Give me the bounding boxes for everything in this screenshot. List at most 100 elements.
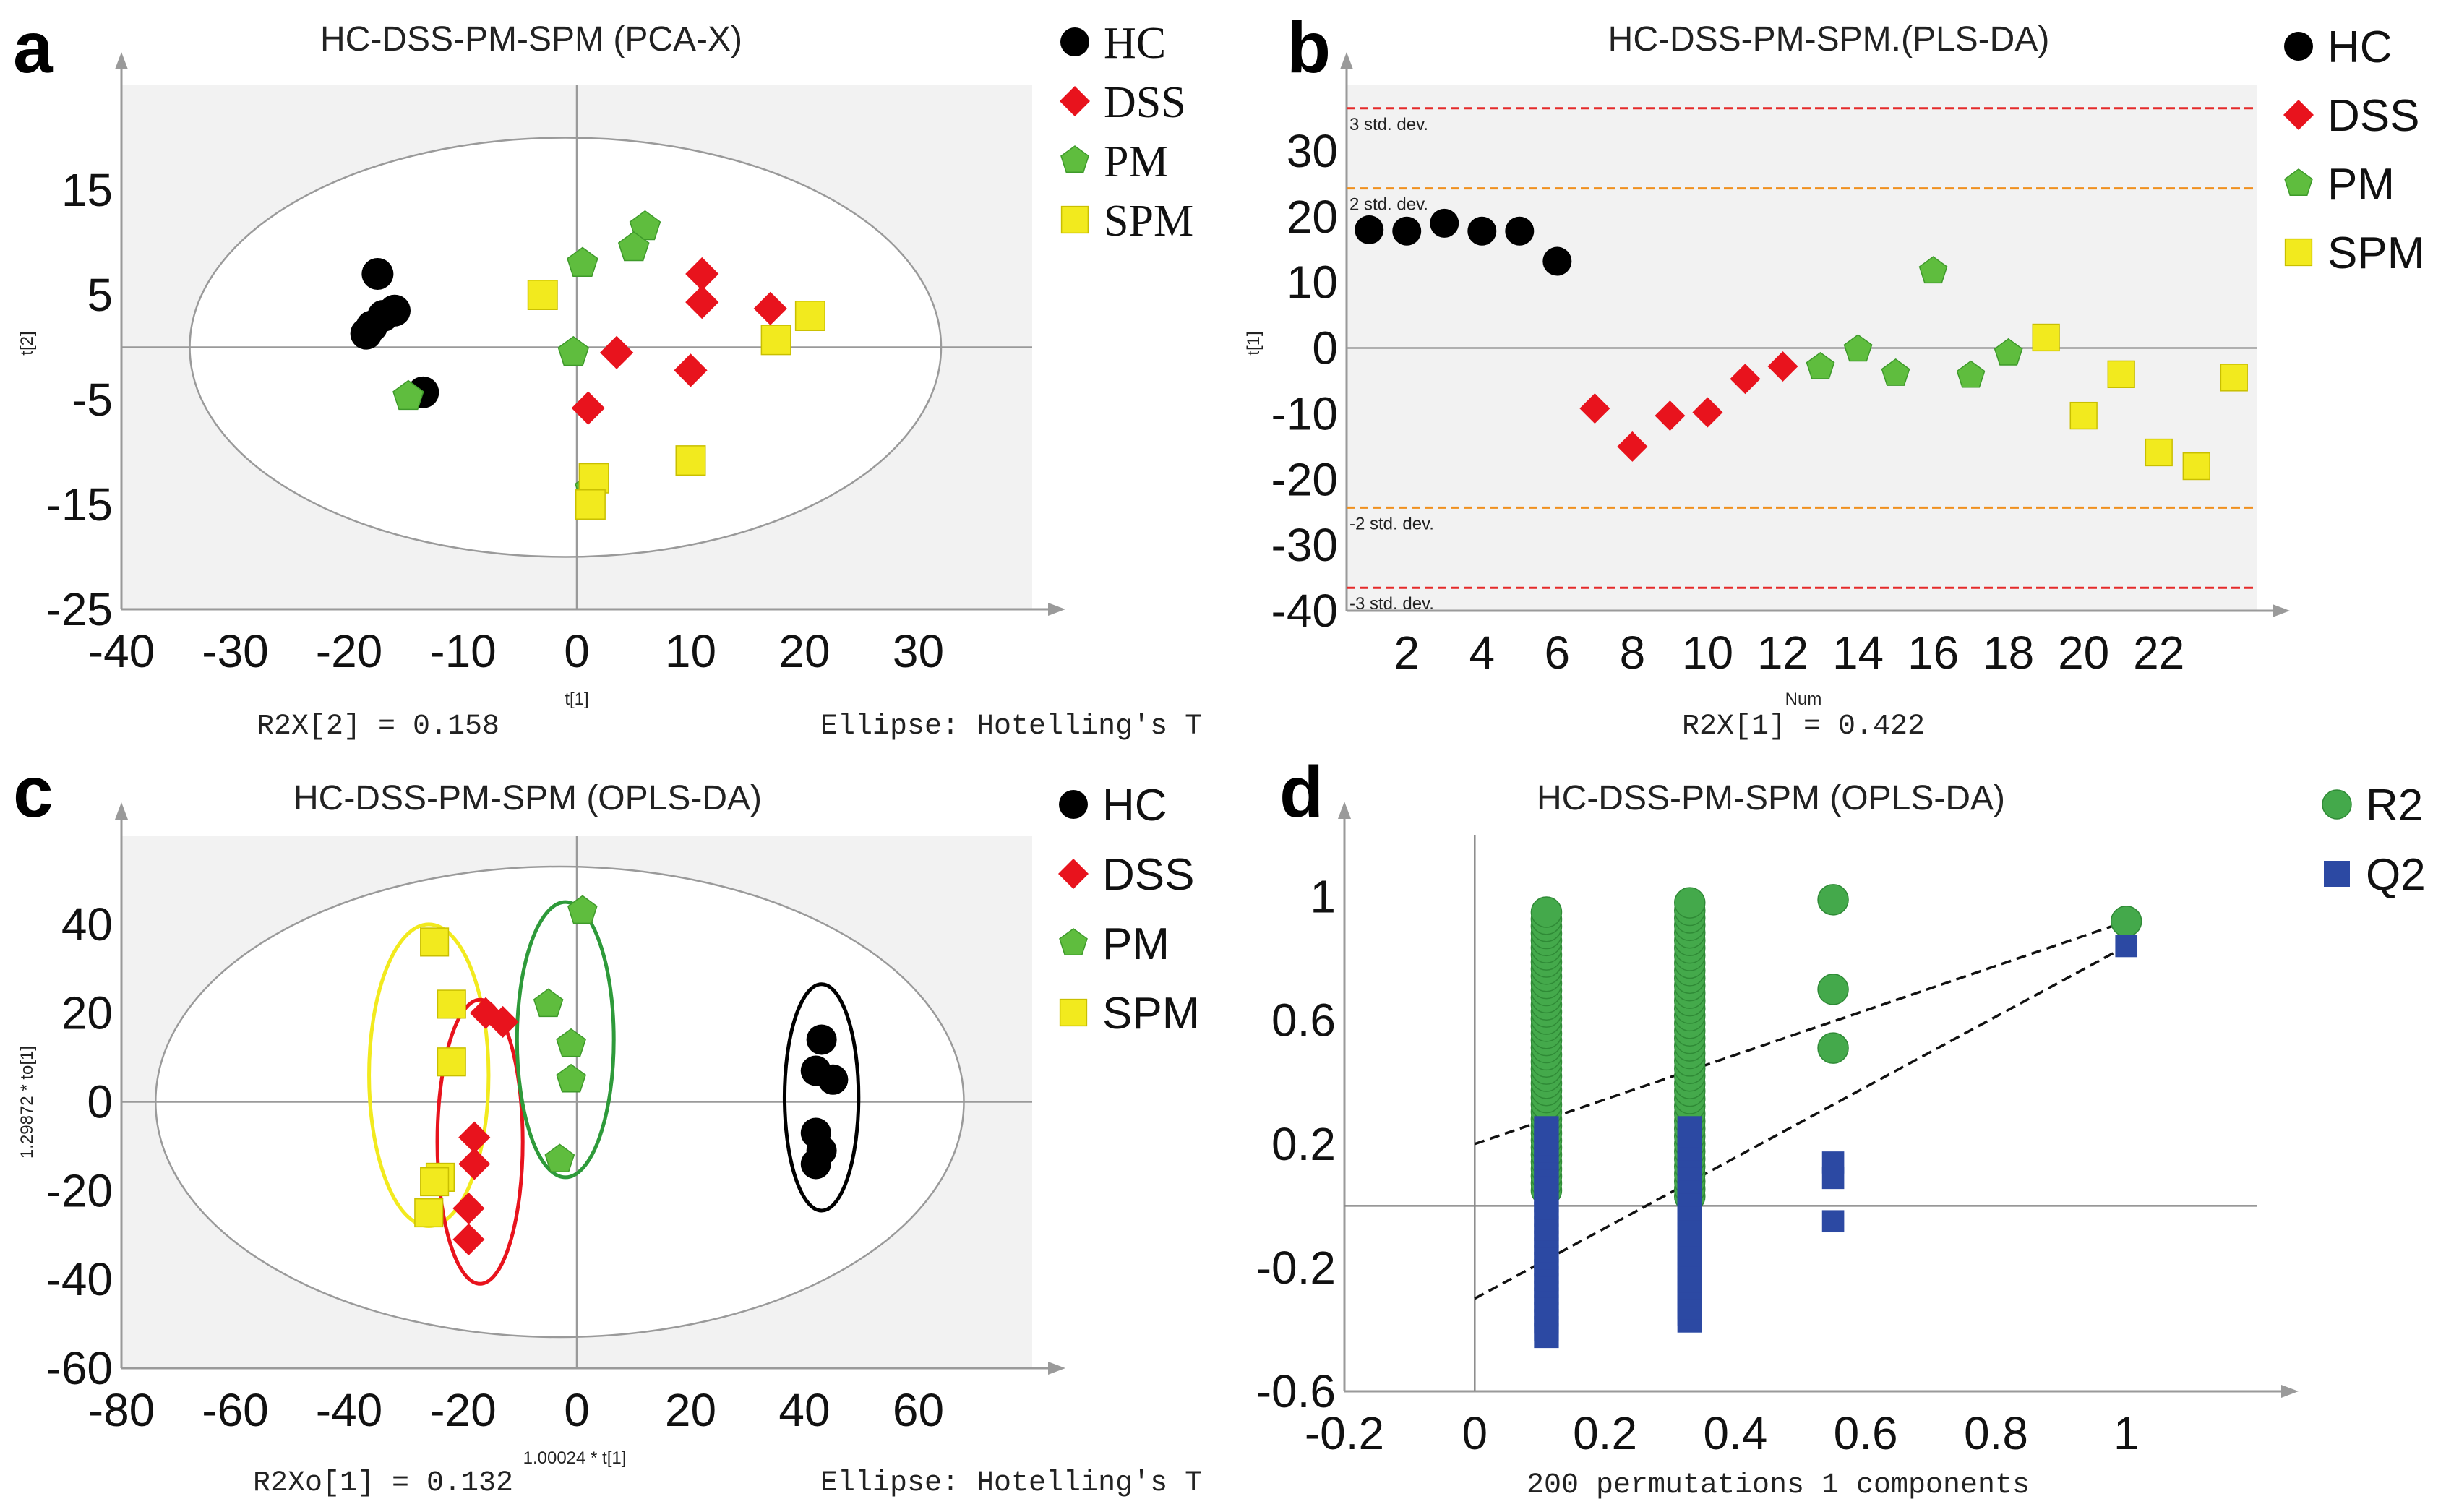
- point-dss: [469, 997, 502, 1029]
- point-spm: [420, 1167, 450, 1197]
- legend-label-hc: HC: [2327, 22, 2393, 72]
- x-tick-label: -20: [429, 1384, 497, 1436]
- std-dev-label: 3 std. dev.: [1349, 115, 1428, 134]
- y-axis-label: 1.29872 * to[1]: [17, 1046, 37, 1159]
- q2-permuted-point: [1534, 1116, 1559, 1141]
- y-tick-label: 20: [61, 987, 113, 1039]
- y-tick-label: 15: [61, 164, 113, 216]
- x-tick-label: -0.2: [1305, 1407, 1384, 1459]
- point-pm: [1994, 338, 2023, 366]
- point-hc: [1430, 208, 1459, 238]
- point-pm: [556, 1028, 586, 1057]
- q2-point: [1821, 1210, 1845, 1233]
- point-hc: [806, 1024, 837, 1055]
- x-axis-label: Num: [1785, 690, 1822, 709]
- panel-d-permutation-chart: -0.2 0 0.2 0.4 0.6 0.8 1-0.6-0.20.20.61HC-DSS-…: [1256, 779, 2426, 1502]
- legend-label-pm: PM: [1102, 919, 1170, 969]
- x-tick-label: -20: [316, 625, 383, 677]
- point-spm: [437, 989, 466, 1019]
- point-pm: [567, 895, 598, 924]
- point-pm: [1956, 360, 1986, 388]
- footer-r2x: R2X[1] = 0.422: [1682, 710, 1925, 743]
- point-pm: [1881, 358, 1910, 386]
- group-ellipse-pm: [515, 900, 616, 1180]
- x-tick-label: 0: [1462, 1407, 1488, 1459]
- y-tick-label: -40: [1271, 585, 1339, 637]
- point-hc: [1505, 216, 1535, 246]
- r2-point: [1817, 974, 1849, 1005]
- panel-a-pca-chart: -40 -30 -20 -10 0 10 20 30 -25 -15 -5 5 15 HC-DSS-PM-…: [17, 19, 1202, 743]
- y-axis-arrow: [115, 52, 128, 69]
- x-tick-label: 40: [778, 1384, 830, 1436]
- legend-label-spm: SPM: [1104, 197, 1193, 246]
- group-ellipse-dss: [435, 997, 525, 1286]
- y-tick-label: 30: [1287, 125, 1338, 177]
- point-hc: [1355, 215, 1384, 244]
- x-tick-label: 16: [1908, 627, 1959, 679]
- panel-letter-a: a: [13, 7, 54, 88]
- y-tick-label: 20: [1287, 191, 1338, 243]
- y-axis-label: t[1]: [1244, 331, 1263, 355]
- legend-label-hc: HC: [1102, 781, 1167, 830]
- panel-letter-c: c: [13, 752, 53, 833]
- std-dev-label: -3 std. dev.: [1349, 594, 1434, 614]
- y-tick-label: -0.6: [1256, 1365, 1336, 1417]
- group-ellipse-hc: [782, 982, 861, 1213]
- x-tick-label: 0: [564, 1384, 590, 1436]
- y-tick-label: 0.6: [1271, 995, 1336, 1047]
- point-dss: [486, 1005, 519, 1038]
- x-tick-label: 0: [564, 625, 590, 677]
- legend-label-hc: HC: [1104, 19, 1166, 68]
- point-pm: [557, 335, 590, 366]
- x-axis-label: 1.00024 * t[1]: [523, 1448, 627, 1468]
- legend-marker-spm: [2284, 238, 2313, 267]
- point-spm: [420, 927, 450, 957]
- point-pm: [1806, 351, 1835, 379]
- point-dss: [458, 1121, 491, 1154]
- point-hc: [1392, 216, 1422, 246]
- legend-marker-dss: [2283, 100, 2314, 130]
- point-spm: [2145, 438, 2173, 467]
- x-tick-label: 30: [893, 625, 944, 677]
- x-tick-label: 4: [1469, 627, 1495, 679]
- y-tick-label: -10: [1271, 387, 1339, 439]
- point-dss: [600, 335, 634, 369]
- x-tick-label: 8: [1620, 627, 1646, 679]
- y-tick-label: 0.2: [1271, 1118, 1336, 1170]
- footer-r2xo: R2Xo[1] = 0.132: [253, 1467, 513, 1500]
- legend-label-dss: DSS: [2327, 91, 2419, 141]
- x-tick-label: 10: [1682, 627, 1733, 679]
- legend-marker-dss: [1058, 859, 1089, 889]
- y-tick-label: 40: [61, 898, 113, 950]
- y-tick-label: 5: [87, 269, 113, 321]
- x-tick-label: 2: [1394, 627, 1420, 679]
- x-tick-label: -60: [202, 1384, 269, 1436]
- legend-label-dss: DSS: [1104, 78, 1186, 127]
- y-tick-label: -60: [46, 1342, 113, 1394]
- point-spm: [527, 280, 558, 310]
- std-dev-label: 2 std. dev.: [1349, 195, 1428, 215]
- point-spm: [760, 325, 791, 356]
- x-tick-label: -40: [316, 1384, 383, 1436]
- point-pm: [533, 988, 564, 1018]
- legend-marker-pm: [2284, 168, 2313, 196]
- x-tick-label: -30: [202, 625, 269, 677]
- legend-marker-spm: [1060, 205, 1089, 234]
- point-spm: [2107, 360, 2135, 389]
- y-axis-arrow: [115, 802, 128, 820]
- x-tick-label: -40: [88, 625, 155, 677]
- y-tick-label: -20: [1271, 453, 1339, 505]
- point-dss: [452, 1192, 485, 1224]
- y-tick-label: -25: [46, 583, 113, 635]
- legend-marker-pm: [1059, 928, 1088, 955]
- legend-marker-r2: [2322, 789, 2352, 820]
- point-pm: [556, 1063, 586, 1093]
- r2-point: [2110, 906, 2142, 937]
- legend-label-dss: DSS: [1102, 850, 1194, 900]
- footer-ellipse: Ellipse: Hotelling's T: [820, 1467, 1202, 1500]
- point-spm: [675, 445, 706, 476]
- x-tick-label: 0.8: [1964, 1407, 2028, 1459]
- r2-permuted-point: [1530, 896, 1563, 928]
- point-pm: [1918, 256, 1948, 284]
